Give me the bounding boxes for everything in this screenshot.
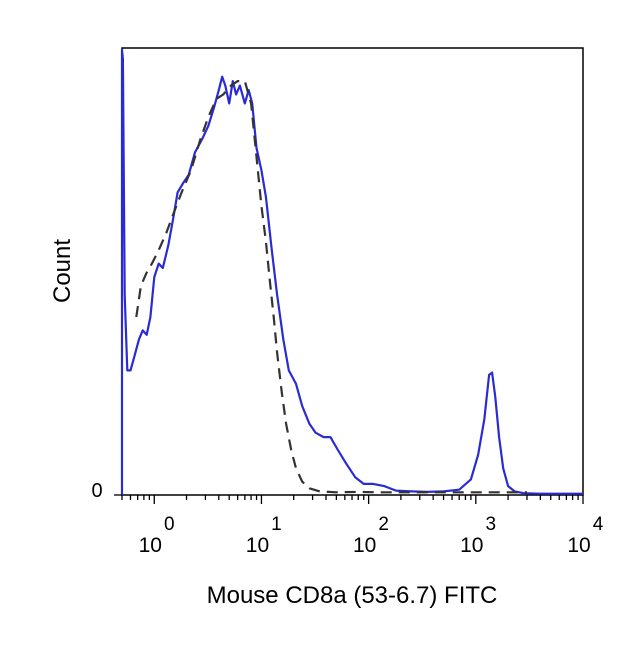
x-tick-label: 10: [353, 534, 376, 557]
plot-frame: [121, 47, 584, 496]
control-histogram-line: [135, 80, 527, 494]
x-tick-exponent: 2: [378, 514, 389, 535]
y-ticks: 0: [91, 480, 122, 502]
x-tick-label: 10: [567, 534, 590, 557]
x-tick-label: 10: [460, 534, 483, 557]
x-axis-label: Mouse CD8a (53-6.7) FITC: [207, 582, 498, 609]
stained-histogram-line: [120, 48, 583, 495]
x-tick-exponent: 4: [593, 514, 604, 535]
x-tick-label: 10: [139, 534, 162, 557]
x-tick-exponent: 1: [271, 514, 282, 535]
x-tick-exponent: 0: [164, 514, 175, 535]
y-tick-label: 0: [91, 480, 102, 502]
series-layer: [120, 48, 583, 495]
x-tick-exponent: 3: [486, 514, 497, 535]
x-tick-label: 10: [246, 534, 269, 557]
x-ticks: [121, 495, 584, 504]
y-axis-label: Count: [49, 239, 76, 303]
